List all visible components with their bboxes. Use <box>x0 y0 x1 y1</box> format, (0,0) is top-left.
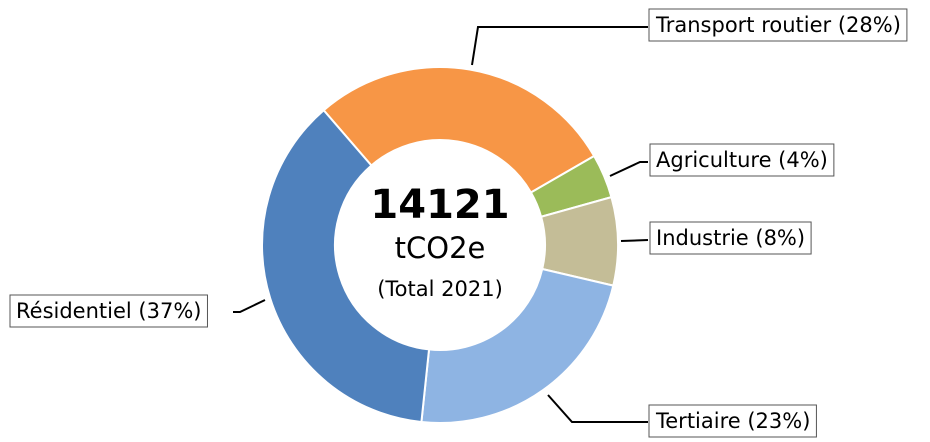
label-box <box>648 404 817 438</box>
donut-slice <box>420 267 615 424</box>
label-box <box>648 8 908 42</box>
leader-line <box>471 26 648 66</box>
slice-label: Agriculture (4%) <box>656 148 828 172</box>
leader-line <box>233 299 266 313</box>
label-box <box>649 221 812 255</box>
slice-label: Tertiaire (23%) <box>655 409 810 433</box>
donut-slice <box>322 66 596 194</box>
slice-label: Résidentiel (37%) <box>16 299 201 323</box>
slice-label: Transport routier (28%) <box>655 13 901 37</box>
leader-line <box>620 239 649 242</box>
label-box <box>649 143 835 177</box>
leader-line <box>547 394 648 423</box>
donut-slice <box>261 108 431 424</box>
center-total: 14121 <box>370 182 509 228</box>
center-caption: (Total 2021) <box>377 277 503 301</box>
slice-label: Industrie (8%) <box>656 226 805 250</box>
label-box <box>9 294 208 328</box>
leader-line <box>609 161 648 177</box>
center-unit: tCO2e <box>395 231 486 265</box>
